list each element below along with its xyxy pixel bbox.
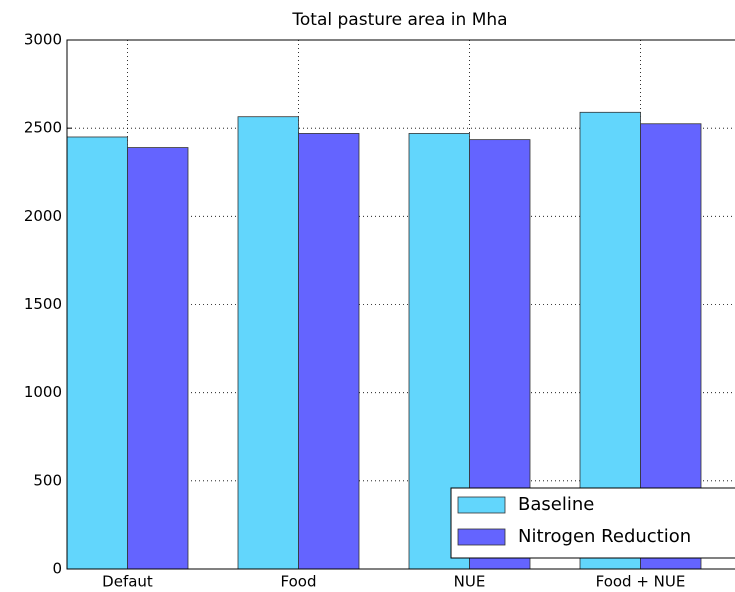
y-tick-label: 0 (52, 560, 62, 578)
plot-frame (66, 39, 735, 570)
y-tick-label: 2500 (24, 119, 62, 137)
legend-label: Nitrogen Reduction (518, 526, 691, 547)
x-tick-label: Defaut (102, 573, 153, 591)
legend-label: Baseline (518, 494, 594, 515)
bar (66, 136, 128, 570)
legend-swatch (457, 528, 506, 546)
legend-swatch (457, 496, 506, 514)
chart-title: Total pasture area in Mha (291, 10, 507, 30)
y-tick-label: 500 (33, 471, 62, 489)
y-tick-label: 3000 (24, 31, 62, 49)
bar (127, 147, 189, 570)
x-tick-label: Food + NUE (596, 573, 686, 591)
y-tick-label: 1500 (24, 295, 62, 313)
y-tick-label: 1000 (24, 383, 62, 401)
bar (298, 133, 360, 570)
x-tick-label: NUE (454, 573, 486, 591)
x-tick-label: Food (281, 573, 317, 591)
y-tick-label: 2000 (24, 207, 62, 225)
bar (237, 116, 299, 570)
